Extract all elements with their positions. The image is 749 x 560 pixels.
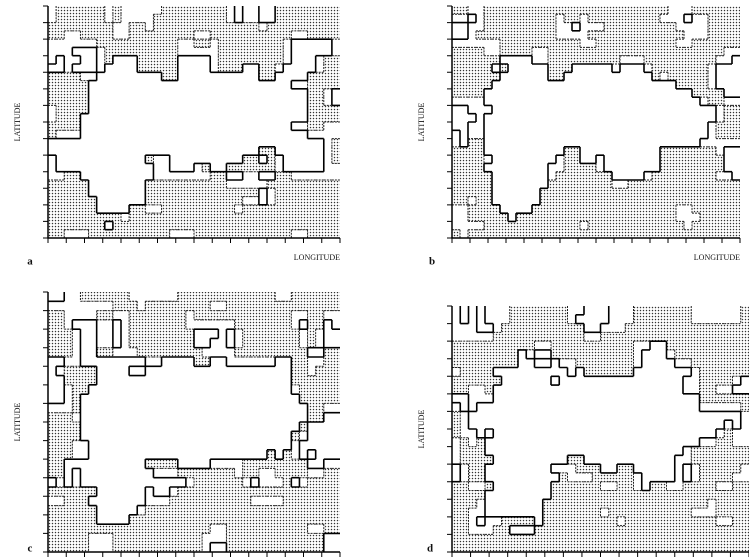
axis-ticks — [43, 291, 341, 557]
map-panel: LATITUDE LONGITUDE b — [417, 5, 741, 268]
region-border-minor — [48, 292, 340, 552]
region-border-minor — [452, 6, 740, 238]
region-border — [48, 6, 340, 231]
panel-label: a — [27, 256, 33, 268]
region-border — [48, 292, 340, 552]
map-panel: LATITUDE LONGITUDE a — [13, 5, 341, 268]
region-border-minor — [48, 6, 340, 238]
y-axis-title: LATITUDE — [13, 403, 22, 442]
x-axis-title: LONGITUDE — [694, 253, 740, 262]
panel-label: b — [429, 256, 435, 268]
region-border-minor — [452, 306, 749, 535]
map-panel: LATITUDELONGITUDEd — [417, 305, 749, 557]
axis-ticks — [447, 305, 749, 557]
panel-label: c — [28, 543, 33, 555]
stippled-region — [452, 6, 740, 238]
region-border — [452, 306, 749, 536]
x-axis-title: LONGITUDE — [294, 253, 340, 262]
y-axis-title: LATITUDE — [417, 103, 426, 142]
y-axis-title: LATITUDE — [417, 410, 426, 449]
panel-label: d — [427, 543, 433, 555]
axis-ticks — [43, 5, 341, 243]
axis-ticks — [447, 5, 741, 243]
region-border — [452, 13, 740, 223]
map-panel: LATITUDELONGITUDEc — [13, 291, 341, 557]
y-axis-title: LATITUDE — [13, 103, 22, 142]
